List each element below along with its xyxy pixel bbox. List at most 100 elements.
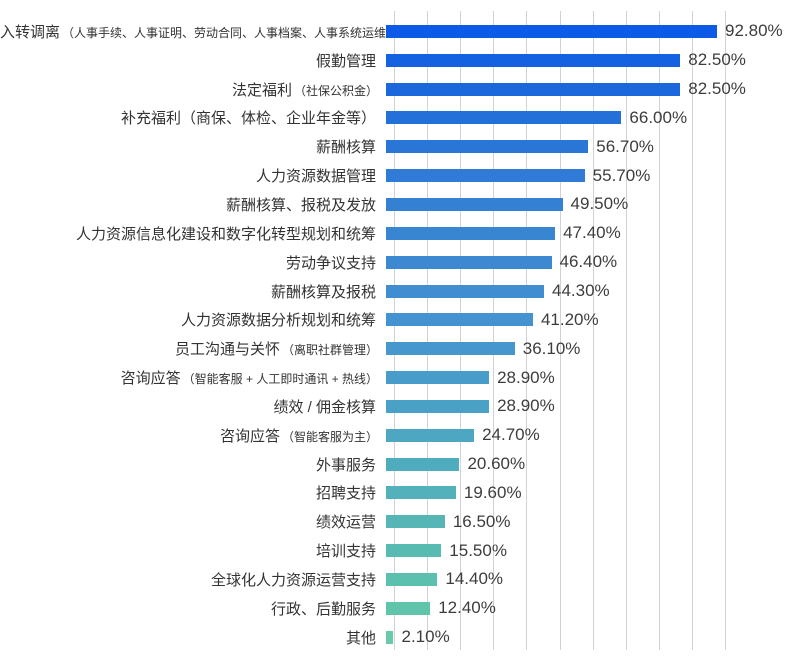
category-label: 绩效运营 [0, 511, 386, 532]
category-label: 其他 [0, 627, 386, 648]
bar-row: 薪酬核算及报税 44.30% [0, 277, 800, 306]
value-label: 2.10% [401, 627, 450, 647]
value-label: 66.00% [629, 107, 688, 127]
bar-row: 劳动争议支持 46.40% [0, 248, 800, 277]
category-label: 薪酬核算 [0, 136, 386, 157]
value-label: 82.50% [688, 79, 746, 99]
bar [386, 284, 544, 298]
category-label-main: 薪酬核算 [315, 139, 376, 157]
bar [386, 371, 490, 385]
value-label: 16.50% [452, 511, 511, 531]
bar [386, 399, 490, 413]
bar-row: 招聘支持 19.60% [0, 479, 800, 508]
value-label: 28.90% [497, 367, 555, 387]
gridlines [394, 11, 726, 650]
bar [386, 428, 475, 442]
category-label-main: 人力资源数据分析规划和统筹 [180, 312, 376, 330]
gridline [625, 11, 627, 650]
category-label: 咨询应答 （智能客服 + 人工即时通讯 + 热线） [0, 367, 386, 388]
bar-row: 补充福利（商保、体检、企业年金等） 66.00% [0, 104, 800, 133]
bar [386, 572, 438, 586]
category-label-main: 薪酬核算及报税 [270, 283, 376, 301]
value-label: 20.60% [467, 454, 526, 474]
value-label: 19.60% [463, 482, 522, 502]
category-label-sub: （社保公积金） [293, 83, 378, 98]
category-label-main: 行政、后勤服务 [270, 600, 376, 618]
value-label: 49.50% [570, 194, 629, 214]
gridline [592, 11, 594, 650]
bar [386, 255, 552, 269]
category-label: 人力资源数据分析规划和统筹 [0, 309, 386, 330]
bar-row: 外事服务 20.60% [0, 450, 800, 479]
category-label: 培训支持 [0, 540, 386, 561]
value-label: 28.90% [497, 396, 555, 416]
category-label: 全球化人力资源运营支持 [0, 569, 386, 590]
bar [386, 313, 533, 327]
category-label: 行政、后勤服务 [0, 598, 386, 619]
bar-row: 人力资源数据管理 55.70% [0, 161, 800, 190]
bar-row: 咨询应答 （智能客服 + 人工即时通讯 + 热线） 28.90% [0, 363, 800, 392]
category-label-main: 招聘支持 [315, 485, 376, 503]
category-label-main: 咨询应答 [120, 370, 181, 388]
category-label: 绩效 / 佣金核算 [0, 396, 386, 417]
bar-row: 法定福利 （社保公积金） 82.50% [0, 75, 800, 104]
category-label-sub: （离职社群管理） [281, 343, 378, 358]
category-label: 薪酬核算、报税及发放 [0, 194, 386, 215]
bar [386, 111, 622, 125]
category-label-main: 员工沟通与关怀 [174, 341, 280, 359]
category-label-main: 法定福利 [231, 81, 292, 99]
category-label-main: 劳动争议支持 [285, 254, 376, 272]
value-label: 12.40% [438, 598, 496, 618]
category-label: 劳动争议支持 [0, 252, 386, 273]
category-label-main: 绩效运营 [315, 514, 376, 532]
bar [386, 82, 681, 96]
category-label-main: 其他 [345, 629, 376, 647]
bar [386, 169, 585, 183]
category-label: 咨询应答 （智能客服为主） [0, 425, 386, 446]
bar-row: 咨询应答 （智能客服为主） 24.70% [0, 421, 800, 450]
gridline [725, 11, 726, 650]
value-label: 36.10% [522, 338, 581, 358]
category-label-main: 人力资源数据管理 [255, 168, 376, 186]
category-label: 招聘支持 [0, 482, 386, 503]
gridline [559, 11, 561, 650]
bar-row: 绩效 / 佣金核算 28.90% [0, 392, 800, 421]
category-label-main: 全球化人力资源运营支持 [210, 571, 376, 589]
bar-row: 绩效运营 16.50% [0, 507, 800, 536]
bar [386, 515, 445, 529]
value-label: 15.50% [449, 540, 507, 560]
category-label-main: 补充福利（商保、体检、企业年金等） [120, 110, 376, 128]
value-label: 56.70% [596, 136, 654, 156]
bar [386, 226, 556, 240]
bar-row: 薪酬核算、报税及发放 49.50% [0, 190, 800, 219]
bar-row: 员工沟通与关怀 （离职社群管理） 36.10% [0, 334, 800, 363]
category-label-main: 外事服务 [315, 456, 376, 474]
value-label: 14.40% [445, 569, 504, 589]
bar-row: 全球化人力资源运营支持 14.40% [0, 565, 800, 594]
category-label: 补充福利（商保、体检、企业年金等） [0, 107, 386, 128]
category-label-sub: （人事手续、人事证明、劳动合同、人事档案、人事系统运维） [62, 25, 386, 40]
bar [386, 53, 681, 67]
bar [386, 24, 717, 38]
bar-row: 假勤管理 82.50% [0, 46, 800, 75]
category-label: 外事服务 [0, 454, 386, 475]
bar [386, 197, 563, 211]
bar-row: 其他 2.10% [0, 623, 800, 652]
category-label: 法定福利 （社保公积金） [0, 79, 386, 100]
category-label-sub: （智能客服为主） [281, 429, 378, 444]
category-label-main: 薪酬核算、报税及发放 [225, 196, 376, 214]
bar-row: 人力资源数据分析规划和统筹 41.20% [0, 305, 800, 334]
gridline [427, 11, 429, 650]
value-label: 41.20% [540, 309, 599, 329]
bar [386, 140, 589, 154]
gridline [526, 11, 528, 650]
bar [386, 630, 394, 644]
value-label: 82.50% [688, 50, 746, 70]
bar-row: 入转调离 （人事手续、人事证明、劳动合同、人事档案、人事系统运维） 92.80% [0, 17, 800, 46]
category-label: 入转调离 （人事手续、人事证明、劳动合同、人事档案、人事系统运维） [0, 21, 386, 42]
bar-row: 培训支持 15.50% [0, 536, 800, 565]
category-label-sub: （智能客服 + 人工即时通讯 + 热线） [182, 372, 378, 387]
value-label: 46.40% [559, 252, 618, 272]
bar-row: 薪酬核算 56.70% [0, 132, 800, 161]
